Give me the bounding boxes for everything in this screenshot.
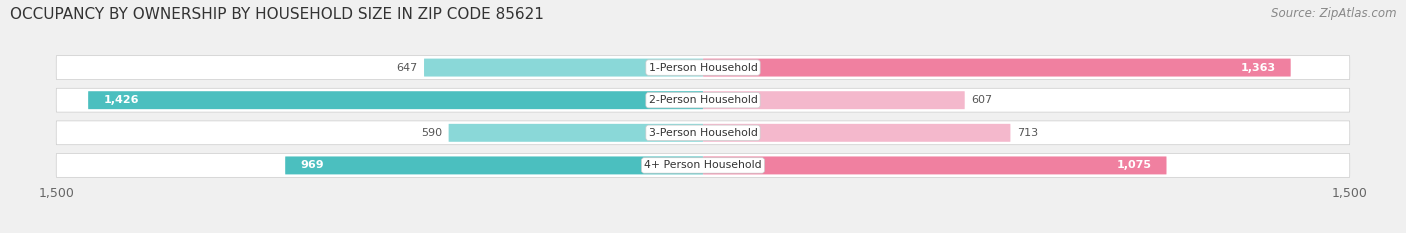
Text: Source: ZipAtlas.com: Source: ZipAtlas.com — [1271, 7, 1396, 20]
FancyBboxPatch shape — [56, 56, 1350, 79]
FancyBboxPatch shape — [703, 91, 965, 109]
FancyBboxPatch shape — [56, 121, 1350, 145]
Text: 1,075: 1,075 — [1116, 161, 1152, 170]
Text: 1,363: 1,363 — [1240, 63, 1275, 72]
Text: 590: 590 — [420, 128, 441, 138]
Text: 713: 713 — [1017, 128, 1038, 138]
Text: 2-Person Household: 2-Person Household — [648, 95, 758, 105]
Text: 3-Person Household: 3-Person Household — [648, 128, 758, 138]
FancyBboxPatch shape — [703, 124, 1011, 142]
FancyBboxPatch shape — [703, 58, 1291, 76]
FancyBboxPatch shape — [285, 157, 703, 174]
FancyBboxPatch shape — [425, 58, 703, 76]
Text: OCCUPANCY BY OWNERSHIP BY HOUSEHOLD SIZE IN ZIP CODE 85621: OCCUPANCY BY OWNERSHIP BY HOUSEHOLD SIZE… — [10, 7, 544, 22]
Text: 4+ Person Household: 4+ Person Household — [644, 161, 762, 170]
Text: 1,426: 1,426 — [103, 95, 139, 105]
Text: 969: 969 — [301, 161, 323, 170]
FancyBboxPatch shape — [56, 88, 1350, 112]
Text: 1-Person Household: 1-Person Household — [648, 63, 758, 72]
Text: 607: 607 — [972, 95, 993, 105]
FancyBboxPatch shape — [89, 91, 703, 109]
FancyBboxPatch shape — [56, 154, 1350, 177]
FancyBboxPatch shape — [703, 157, 1167, 174]
Text: 647: 647 — [396, 63, 418, 72]
FancyBboxPatch shape — [449, 124, 703, 142]
